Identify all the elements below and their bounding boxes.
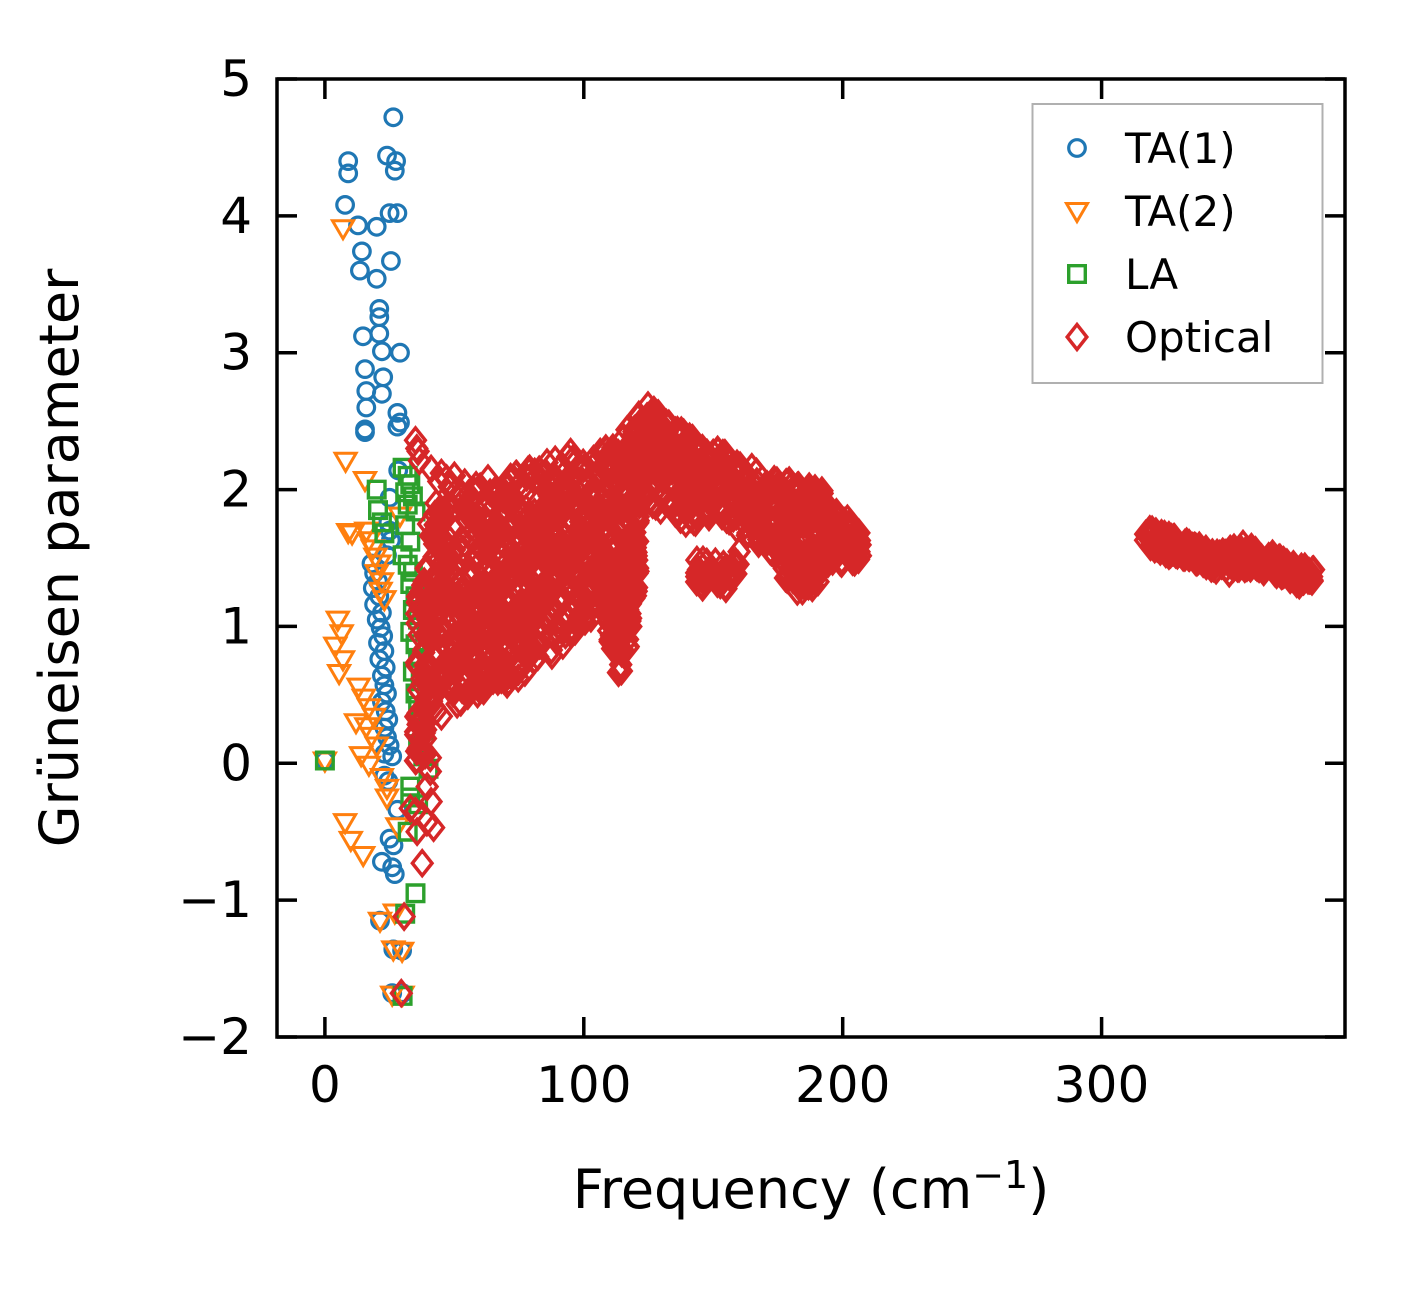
legend-entry-ta-2-: TA(2): [1063, 187, 1236, 236]
y-axis-label: Grüneisen parameter: [28, 268, 91, 847]
series-ta-2-: [311, 219, 416, 1009]
x-tick-label-300: 300: [1054, 1056, 1149, 1114]
y-tick-label-−1: −1: [178, 871, 252, 929]
legend: TA(1) TA(2) LA Optical: [1031, 103, 1324, 384]
legend-entry-optical: Optical: [1064, 313, 1273, 362]
circle-icon: [1067, 138, 1087, 158]
legend-label: Optical: [1125, 313, 1273, 362]
y-tick-label-4: 4: [220, 187, 252, 245]
series-optical: [389, 390, 1326, 1009]
y-tick-label-5: 5: [220, 50, 252, 108]
y-tick-labels: −2 −1 0 1 2 3 4 5: [178, 50, 252, 1066]
y-tick-label-0: 0: [220, 734, 252, 792]
y-tick-label-2: 2: [220, 461, 252, 519]
x-tick-labels: 0 100 200 300: [309, 1056, 1149, 1114]
scatter-points: [311, 107, 1326, 1009]
y-tick-label-3: 3: [220, 324, 252, 382]
y-tick-label-1: 1: [220, 597, 252, 655]
legend-box: [1031, 103, 1324, 384]
square-icon: [1067, 264, 1087, 284]
axis-ticks: [277, 77, 1345, 1039]
legend-label: TA(1): [1124, 124, 1236, 173]
legend-label: TA(2): [1124, 187, 1236, 236]
plot-frame: [275, 77, 1347, 1039]
x-tick-label-200: 200: [795, 1056, 890, 1114]
legend-entry-la: LA: [1067, 250, 1178, 299]
legend-entry-ta-1-: TA(1): [1067, 124, 1236, 173]
x-tick-label-0: 0: [309, 1056, 341, 1114]
diamond-icon: [1064, 321, 1090, 353]
y-tick-label-−2: −2: [178, 1008, 252, 1066]
legend-label: LA: [1125, 250, 1178, 299]
x-tick-label-100: 100: [536, 1056, 631, 1114]
triangle-down-icon: [1063, 202, 1091, 225]
tick-marks: [277, 77, 1345, 1039]
x-axis-label: Frequency (cm−1): [573, 1153, 1050, 1221]
series-ta-1-: [314, 107, 413, 1004]
